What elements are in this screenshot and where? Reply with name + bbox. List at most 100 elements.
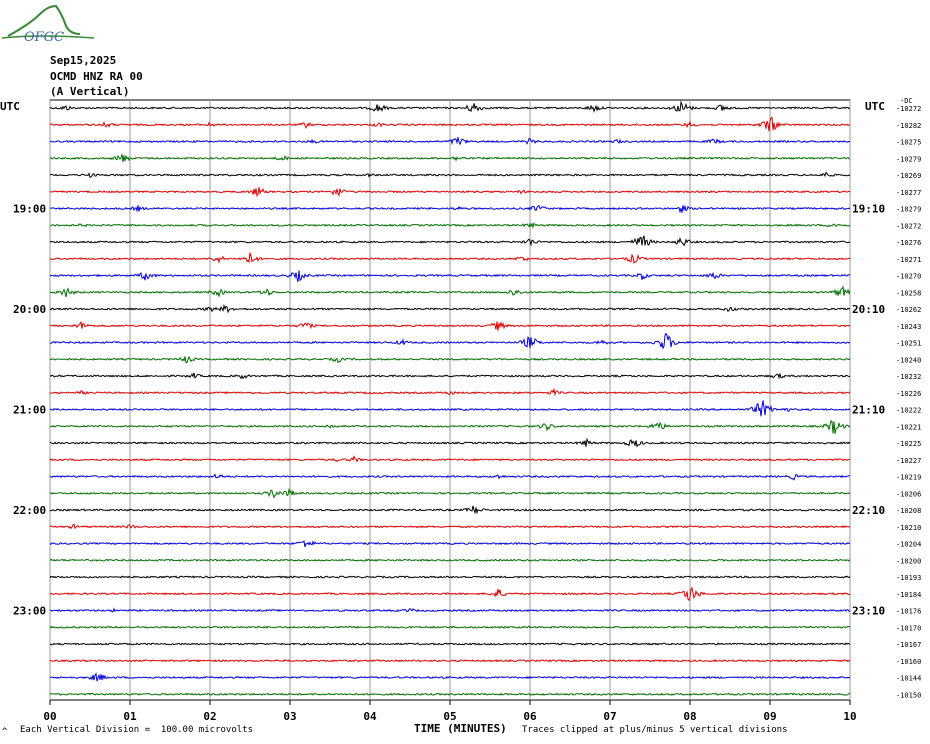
hour-label-left: 22:00 <box>13 504 46 517</box>
x-tick-label: 07 <box>603 710 616 723</box>
component-label: (A Vertical) <box>50 85 130 98</box>
hour-label-left: 21:00 <box>13 404 46 417</box>
dc-offset-label: -10258 <box>896 289 921 297</box>
dc-offset-label: -10167 <box>896 641 921 649</box>
hour-label-right: 21:10 <box>852 404 885 417</box>
date-label: Sep15,2025 <box>50 54 117 67</box>
dc-offset-label: -10226 <box>896 390 921 398</box>
trace-row <box>49 372 851 380</box>
dc-offset-label: -10276 <box>896 239 921 247</box>
trace-row <box>49 607 851 613</box>
dc-offset-label: -10251 <box>896 340 921 348</box>
dc-offset-label: -10208 <box>896 507 921 515</box>
trace-row <box>49 187 851 198</box>
dc-offset-label: -10200 <box>896 557 921 565</box>
trace-row <box>49 400 851 417</box>
dc-offset-label: -10232 <box>896 373 921 381</box>
dc-offset-label: -10240 <box>896 356 921 364</box>
vertical-division-note: Each Vertical Division = 100.00 microvol… <box>20 725 253 735</box>
trace-row <box>49 303 851 314</box>
clipping-note: Traces clipped at plus/minus 5 vertical … <box>522 725 788 735</box>
footer-marker: ^ <box>2 727 8 737</box>
trace-row <box>49 487 851 499</box>
dc-offset-label: -10150 <box>896 691 921 699</box>
dc-offset-label: -10277 <box>896 189 921 197</box>
dc-offset-label: -10160 <box>896 658 921 666</box>
utc-right-label: UTC <box>865 100 885 113</box>
x-tick-label: 01 <box>123 710 137 723</box>
dc-offset-label: -10279 <box>896 155 921 163</box>
dc-offset-label: -10243 <box>896 323 921 331</box>
trace-row <box>49 171 851 179</box>
dc-offset-label: -10144 <box>896 675 921 683</box>
utc-left-label: UTC <box>0 100 20 113</box>
time-gridlines <box>49 99 851 705</box>
trace-rows <box>49 100 851 696</box>
dc-offset-label: -10206 <box>896 490 921 498</box>
dc-small-label: -DC <box>900 97 913 105</box>
dc-offset-label: -10275 <box>896 139 921 147</box>
trace-row <box>50 222 851 229</box>
dc-offset-label: -10262 <box>896 306 921 314</box>
trace-row <box>49 252 851 265</box>
hour-label-left: 19:00 <box>13 203 46 216</box>
trace-row <box>49 154 851 163</box>
axis-labels: UTC UTC -DC TIME (MINUTES) 00 01 02 03 04 05 0… <box>0 97 921 735</box>
x-tick-label: 03 <box>283 710 296 723</box>
dc-offset-label: -10219 <box>896 474 921 482</box>
trace-row <box>49 642 851 646</box>
hour-label-right: 22:10 <box>852 504 885 517</box>
trace-row <box>49 235 851 247</box>
trace-row <box>49 204 851 214</box>
dc-offset-label: -10184 <box>896 591 921 599</box>
dc-offset-label: -10193 <box>896 574 921 582</box>
trace-row <box>49 285 851 298</box>
dc-offset-label: -10282 <box>896 122 921 130</box>
trace-row <box>49 505 851 515</box>
x-tick-label: 06 <box>523 710 537 723</box>
trace-row <box>49 540 850 548</box>
trace-row <box>49 437 851 448</box>
hour-label-right: 19:10 <box>852 203 885 216</box>
trace-row <box>49 320 851 331</box>
dc-offset-label: -10272 <box>896 105 921 113</box>
dc-offset-label: -10222 <box>896 407 921 415</box>
x-tick-label: 05 <box>443 710 456 723</box>
trace-row <box>49 419 851 434</box>
dc-offset-label: -10170 <box>896 624 921 632</box>
x-tick-label: 02 <box>203 710 216 723</box>
dc-offset-label: -10269 <box>896 172 921 180</box>
trace-row <box>49 137 851 146</box>
trace-row <box>49 116 851 132</box>
trace-row <box>49 558 851 562</box>
x-tick-label: 08 <box>683 710 696 723</box>
trace-row <box>49 692 850 696</box>
dc-offset-label: -10271 <box>896 256 921 264</box>
x-tick-label: 10 <box>843 710 856 723</box>
dc-offset-label: -10272 <box>896 222 921 230</box>
dc-offset-label: -10221 <box>896 423 921 431</box>
trace-row <box>49 455 851 463</box>
dc-offset-label: -10227 <box>896 457 921 465</box>
trace-row <box>49 672 851 682</box>
hour-label-left: 23:00 <box>13 605 46 618</box>
x-tick-label: 09 <box>763 710 776 723</box>
trace-row <box>49 575 851 579</box>
trace-row <box>49 473 850 481</box>
x-tick-label: 04 <box>363 710 377 723</box>
dc-offset-label: -10210 <box>896 524 921 532</box>
trace-row <box>50 332 851 350</box>
station-label: OCMD HNZ RA 00 <box>50 70 143 83</box>
dc-offset-label: -10270 <box>896 273 921 281</box>
dc-offset-label: -10176 <box>896 608 921 616</box>
trace-row <box>49 387 851 397</box>
hour-label-right: 23:10 <box>852 605 885 618</box>
trace-row <box>49 659 851 663</box>
dc-offset-label: -10225 <box>896 440 921 448</box>
dc-offset-label: -10204 <box>896 541 921 549</box>
x-axis-title: TIME (MINUTES) <box>414 722 507 735</box>
logo-text: OFGC <box>24 30 64 45</box>
trace-row <box>49 586 851 602</box>
hour-label-left: 20:00 <box>13 303 46 316</box>
